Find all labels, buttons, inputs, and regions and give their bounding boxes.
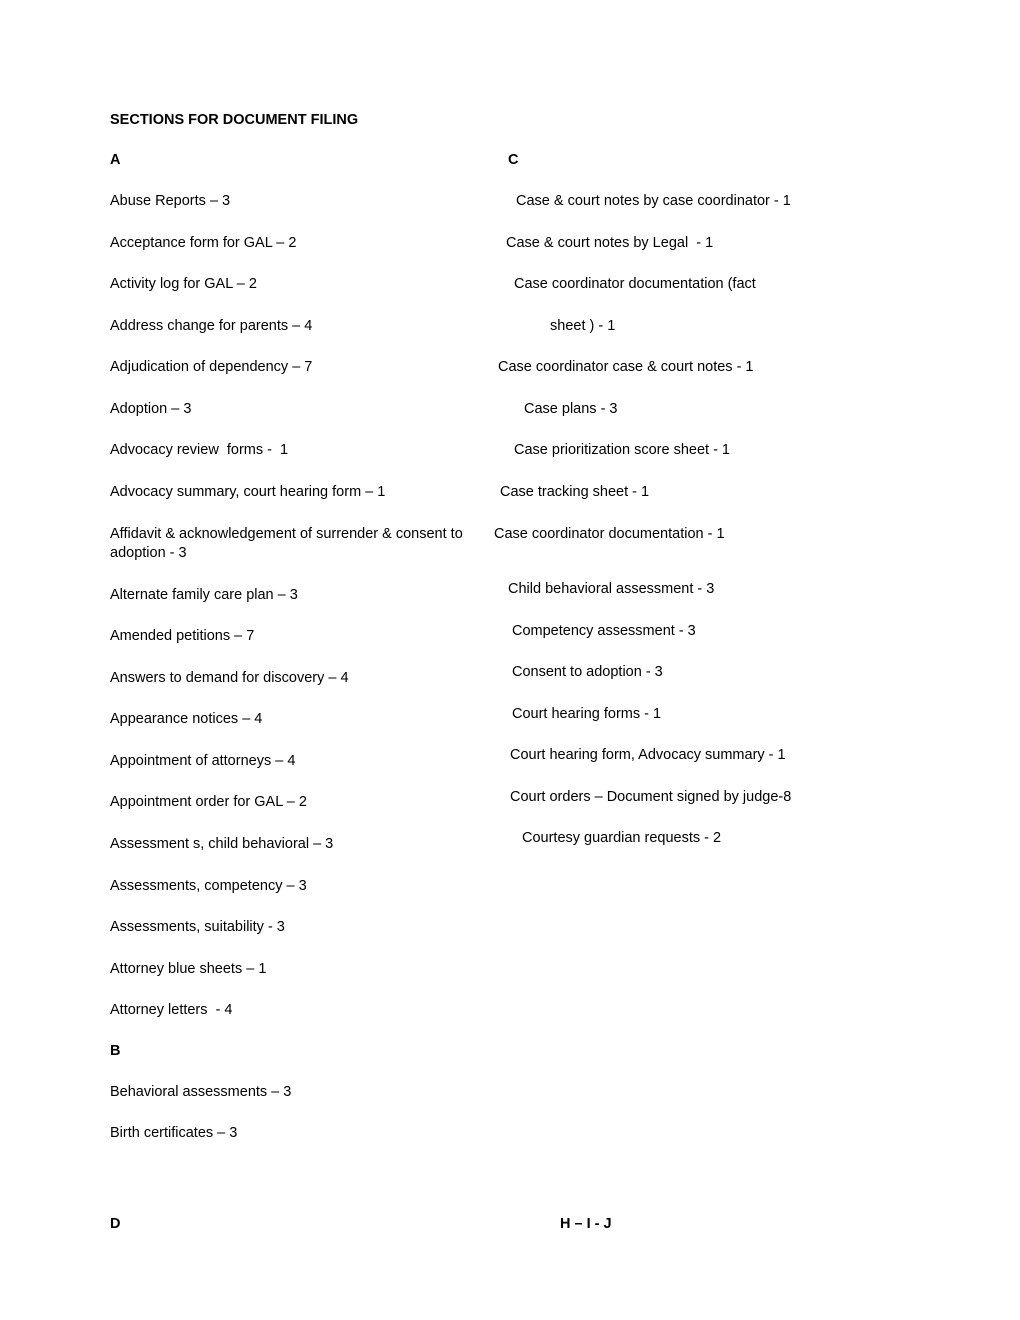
section-header-hij: H – I - J bbox=[480, 1216, 910, 1232]
entry: Assessments, competency – 3 bbox=[110, 877, 480, 897]
entry: Courtesy guardian requests - 2 bbox=[480, 829, 910, 849]
entry: Address change for parents – 4 bbox=[110, 317, 480, 337]
entry: Court hearing forms - 1 bbox=[480, 705, 910, 725]
entry: Advocacy review forms - 1 bbox=[110, 441, 480, 461]
entry: Case coordinator case & court notes - 1 bbox=[480, 358, 910, 378]
entry: Assessment s, child behavioral – 3 bbox=[110, 835, 480, 855]
section-header-c: C bbox=[480, 152, 910, 168]
entry: Activity log for GAL – 2 bbox=[110, 275, 480, 295]
entry: Case & court notes by case coordinator -… bbox=[480, 192, 910, 212]
section-header-a: A bbox=[110, 152, 480, 168]
entry: Appearance notices – 4 bbox=[110, 710, 480, 730]
entry: Alternate family care plan – 3 bbox=[110, 586, 480, 606]
entry: Case coordinator documentation (fact bbox=[480, 275, 910, 295]
entry: Case plans - 3 bbox=[480, 400, 910, 420]
entry: Assessments, suitability - 3 bbox=[110, 918, 480, 938]
entry: Attorney blue sheets – 1 bbox=[110, 960, 480, 980]
entry: Behavioral assessments – 3 bbox=[110, 1083, 480, 1103]
entry: Acceptance form for GAL – 2 bbox=[110, 234, 480, 254]
entry bbox=[480, 566, 910, 580]
entry: Court hearing form, Advocacy summary - 1 bbox=[480, 746, 910, 766]
section-header-d: D bbox=[110, 1216, 480, 1232]
entry: Abuse Reports – 3 bbox=[110, 192, 480, 212]
entry: Affidavit & acknowledgement of surrender… bbox=[110, 525, 480, 564]
entry: Case tracking sheet - 1 bbox=[480, 483, 910, 503]
entry: Adjudication of dependency – 7 bbox=[110, 358, 480, 378]
entry: Case coordinator documentation - 1 bbox=[480, 525, 910, 545]
entry: Case & court notes by Legal - 1 bbox=[480, 234, 910, 254]
main-columns: A Abuse Reports – 3 Acceptance form for … bbox=[110, 152, 910, 1166]
bottom-headers: D H – I - J bbox=[110, 1216, 910, 1256]
entry: Answers to demand for discovery – 4 bbox=[110, 669, 480, 689]
entry: Appointment order for GAL – 2 bbox=[110, 793, 480, 813]
section-a-items: Abuse Reports – 3 Acceptance form for GA… bbox=[110, 192, 480, 1021]
entry: Adoption – 3 bbox=[110, 400, 480, 420]
entry: Amended petitions – 7 bbox=[110, 627, 480, 647]
entry: sheet ) - 1 bbox=[480, 317, 910, 337]
entry: Attorney letters - 4 bbox=[110, 1001, 480, 1021]
entry: Case prioritization score sheet - 1 bbox=[480, 441, 910, 461]
column-left: A Abuse Reports – 3 Acceptance form for … bbox=[110, 152, 480, 1166]
entry: Advocacy summary, court hearing form – 1 bbox=[110, 483, 480, 503]
bottom-left: D bbox=[110, 1216, 480, 1256]
entry: Competency assessment - 3 bbox=[480, 622, 910, 642]
entry: Birth certificates – 3 bbox=[110, 1124, 480, 1144]
section-c-items: Case & court notes by case coordinator -… bbox=[480, 192, 910, 849]
bottom-right: H – I - J bbox=[480, 1216, 910, 1256]
entry: Appointment of attorneys – 4 bbox=[110, 752, 480, 772]
entry: Court orders – Document signed by judge-… bbox=[480, 788, 910, 808]
section-b-items: Behavioral assessments – 3 Birth certifi… bbox=[110, 1083, 480, 1144]
column-right: C Case & court notes by case coordinator… bbox=[480, 152, 910, 1166]
entry: Child behavioral assessment - 3 bbox=[480, 580, 910, 600]
page-title: SECTIONS FOR DOCUMENT FILING bbox=[110, 112, 910, 128]
section-header-b: B bbox=[110, 1043, 480, 1059]
entry: Consent to adoption - 3 bbox=[480, 663, 910, 683]
